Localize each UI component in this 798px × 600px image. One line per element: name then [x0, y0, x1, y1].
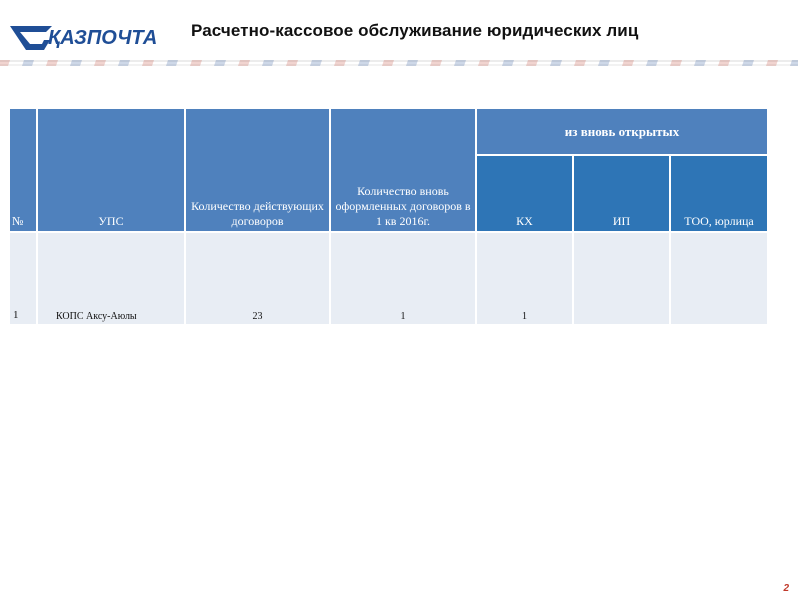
- stripe-dash: [118, 60, 130, 66]
- stripe-dash: [406, 60, 418, 66]
- stripe-dash: [598, 60, 610, 66]
- airmail-stripe: [0, 56, 798, 70]
- stripe-dash: [694, 60, 706, 66]
- cell-new: 1: [329, 231, 477, 326]
- stripe-dash: [286, 60, 298, 66]
- stripe-dash: [142, 60, 154, 66]
- cell-kx: 1: [475, 231, 574, 326]
- col-header-ups: УПС: [36, 107, 186, 233]
- stripe-dash: [646, 60, 658, 66]
- stripe-dash: [742, 60, 754, 66]
- stripe-dash: [718, 60, 730, 66]
- slide-title: Расчетно-кассовое обслуживание юридическ…: [191, 21, 639, 40]
- kazpost-logo-graphic: ҚАЗПОЧТА: [10, 26, 157, 50]
- table-row: 1 КОПС Аксу-Аюлы 23 1 1: [8, 231, 769, 326]
- stripe-dash: [310, 60, 322, 66]
- stripe-dash: [166, 60, 178, 66]
- cell-too: [669, 231, 769, 326]
- col-header-kx: КХ: [475, 154, 574, 233]
- logo-mark: [10, 26, 52, 50]
- stripe-dash: [22, 60, 34, 66]
- col-header-ip: ИП: [572, 154, 671, 233]
- cell-ups: КОПС Аксу-Аюлы: [36, 231, 186, 326]
- col-header-new-contracts: Количество вновь оформленных договоров в…: [329, 107, 477, 233]
- stripe-dash: [574, 60, 586, 66]
- contracts-table: № УПС Количество действующих договоров К…: [8, 107, 769, 326]
- stripe-dash: [358, 60, 370, 66]
- stripe-dash: [0, 60, 10, 66]
- stripe-dash: [334, 60, 346, 66]
- stripe-dash: [214, 60, 226, 66]
- stripe-dash: [550, 60, 562, 66]
- cell-num: 1: [8, 231, 38, 326]
- col-header-existing-contracts: Количество действующих договоров: [184, 107, 331, 233]
- stripe-dash: [670, 60, 682, 66]
- stripe-dash: [430, 60, 442, 66]
- stripe-dash: [454, 60, 466, 66]
- kazpost-logo: ҚАЗПОЧТА: [6, 20, 186, 54]
- stripe-dash: [238, 60, 250, 66]
- stripe-dash: [190, 60, 202, 66]
- stripe-dash: [70, 60, 82, 66]
- stripe-dash: [622, 60, 634, 66]
- cell-existing: 23: [184, 231, 331, 326]
- stripe-dash: [478, 60, 490, 66]
- stripe-dash: [262, 60, 274, 66]
- stripe-dash: [502, 60, 514, 66]
- col-header-num: №: [8, 107, 38, 233]
- cell-ip: [572, 231, 671, 326]
- page-number: 2: [783, 583, 789, 594]
- stripe-dash: [790, 60, 798, 66]
- col-header-too: ТОО, юрлица: [669, 154, 769, 233]
- stripe-dash: [94, 60, 106, 66]
- slide-header: ҚАЗПОЧТА Расчетно-кассовое обслуживание …: [0, 0, 798, 70]
- stripe-dash: [526, 60, 538, 66]
- stripe-dash: [46, 60, 58, 66]
- stripe-dash: [382, 60, 394, 66]
- col-header-group-new-opened: из вновь открытых: [475, 107, 769, 156]
- logo-wordmark: ҚАЗПОЧТА: [48, 27, 157, 49]
- stripe-dash: [766, 60, 778, 66]
